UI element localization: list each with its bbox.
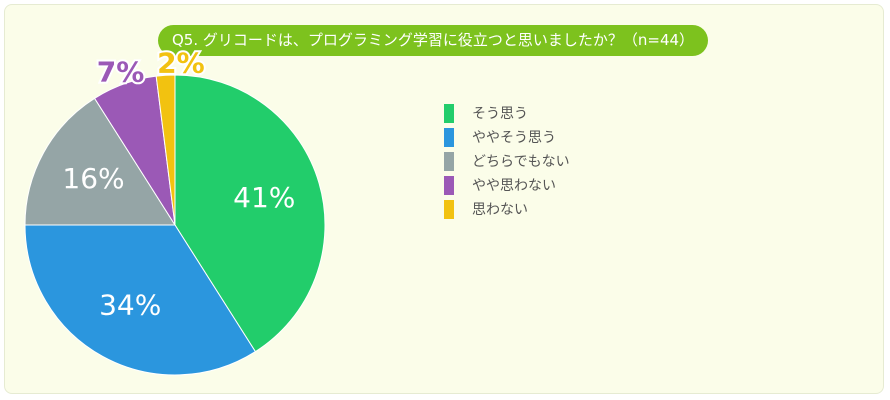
legend-swatch xyxy=(444,128,454,147)
chart-title: Q5. グリコードは、プログラミング学習に役立つと思いましたか？（n=44） xyxy=(158,25,709,56)
legend-label: ややそう思う xyxy=(472,130,556,146)
legend-swatch xyxy=(444,104,454,123)
data-label-soomou: 41% xyxy=(233,181,295,214)
slice-yaya-soomou xyxy=(24,224,257,376)
data-label-omowanai: 2% xyxy=(157,46,205,79)
data-label-dochirademonai: 16% xyxy=(62,162,124,195)
legend-swatch xyxy=(444,152,454,171)
data-label-yaya-soomou: 34% xyxy=(99,289,161,322)
legend-label: どちらでもない xyxy=(472,154,570,170)
slice-soomou xyxy=(174,74,326,353)
data-label-yaya-omowanai: 7% xyxy=(97,56,145,89)
legend-swatch xyxy=(444,176,454,195)
slice-dochirademonai xyxy=(24,97,176,226)
legend-swatch xyxy=(444,200,454,219)
legend-label: 思わない xyxy=(472,202,528,218)
legend-label: やや思わない xyxy=(472,178,556,194)
slice-omowanai xyxy=(155,74,176,226)
legend-label: そう思う xyxy=(472,106,528,122)
